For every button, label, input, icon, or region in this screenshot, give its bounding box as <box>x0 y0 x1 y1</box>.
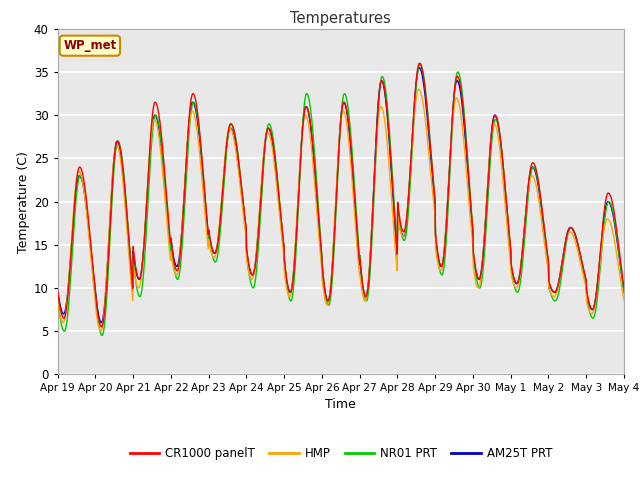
Text: WP_met: WP_met <box>63 39 116 52</box>
Y-axis label: Temperature (C): Temperature (C) <box>17 151 29 252</box>
Title: Temperatures: Temperatures <box>291 11 391 26</box>
Legend: CR1000 panelT, HMP, NR01 PRT, AM25T PRT: CR1000 panelT, HMP, NR01 PRT, AM25T PRT <box>125 443 557 465</box>
X-axis label: Time: Time <box>325 397 356 410</box>
